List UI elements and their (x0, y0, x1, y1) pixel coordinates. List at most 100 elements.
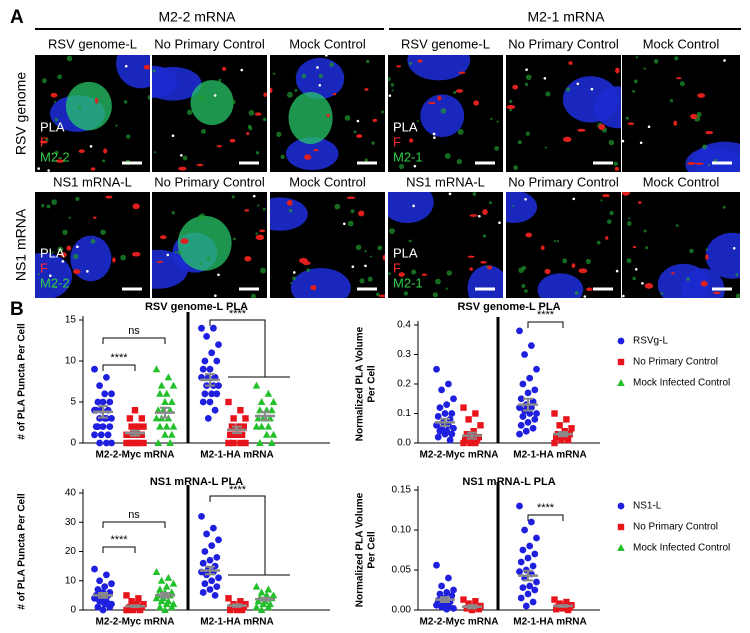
data-point (136, 606, 144, 614)
data-point (91, 431, 98, 439)
pla-puncta (433, 136, 436, 140)
row-label: RSV genome (13, 72, 29, 155)
green-speck (120, 254, 127, 261)
green-speck (126, 134, 131, 139)
red-signal (427, 101, 436, 105)
green-speck (518, 267, 524, 273)
red-signal (229, 138, 236, 143)
significance-label: ns (128, 509, 140, 521)
green-speck (51, 199, 58, 205)
data-point (521, 526, 528, 534)
legend-marker (617, 544, 625, 551)
green-speck (689, 248, 694, 254)
data-point (168, 398, 176, 405)
data-point (438, 386, 445, 394)
pla-puncta (356, 119, 360, 123)
pla-puncta (351, 265, 355, 269)
green-speck (182, 155, 188, 161)
data-point (161, 398, 169, 405)
green-speck (674, 56, 679, 61)
data-point (516, 404, 523, 411)
data-point (524, 554, 532, 562)
green-speck (199, 213, 206, 220)
y-axis-label: # of PLA Puncta Per Cell (17, 493, 28, 610)
red-signal (409, 138, 414, 143)
image-title: Mock Control (643, 174, 720, 189)
green-speck (152, 69, 156, 73)
data-point (519, 413, 527, 420)
y-tick-label: 0.05 (392, 565, 412, 576)
red-signal (469, 214, 478, 217)
data-point (123, 439, 130, 447)
pla-puncta (634, 268, 638, 271)
green-speck (553, 239, 556, 242)
data-point (533, 365, 540, 373)
green-speck (37, 273, 40, 276)
data-point (123, 431, 130, 438)
panel-label: A (10, 7, 24, 28)
data-point (252, 603, 261, 611)
red-signal (713, 291, 721, 295)
green-speck (488, 201, 492, 205)
data-point (108, 580, 115, 588)
data-point (528, 518, 535, 526)
green-speck (367, 276, 373, 282)
green-speck (643, 67, 646, 70)
red-signal (544, 268, 551, 275)
green-speck (416, 120, 419, 123)
data-point (94, 398, 102, 406)
green-speck (377, 245, 383, 251)
green-speck (490, 117, 493, 121)
chart-title: NS1 mRNA-L PLA (462, 476, 555, 488)
micrograph (270, 192, 385, 298)
data-point (211, 562, 219, 570)
green-speck (513, 165, 519, 171)
red-signal (244, 256, 252, 262)
data-point (211, 406, 219, 414)
data-point (140, 423, 147, 430)
red-signal (467, 255, 475, 258)
data-point (225, 439, 232, 447)
data-point (470, 428, 477, 435)
data-point (460, 596, 467, 603)
green-speck (90, 238, 96, 244)
data-point (269, 398, 278, 405)
green-speck (388, 272, 391, 276)
data-point (252, 582, 261, 590)
red-signal (615, 67, 620, 74)
data-point (438, 582, 445, 590)
nucleus (152, 66, 202, 101)
red-signal (700, 280, 708, 287)
red-signal (244, 209, 250, 212)
significance-label: **** (229, 484, 247, 496)
green-speck (509, 99, 513, 104)
significance-bracket (527, 321, 564, 328)
green-speck (446, 270, 452, 276)
nucleus (70, 235, 112, 282)
green-speck (201, 128, 206, 134)
row-label: NS1 mRNA (13, 208, 29, 281)
data-point (517, 558, 525, 566)
data-point (445, 380, 452, 388)
data-point (237, 407, 244, 414)
red-signal (602, 193, 610, 198)
data-point (269, 430, 278, 438)
significance-bracket (102, 546, 136, 553)
pla-puncta (432, 132, 436, 136)
data-point (533, 534, 540, 542)
pla-puncta (622, 294, 625, 298)
data-point (433, 561, 440, 569)
green-speck (660, 292, 664, 295)
pla-puncta (342, 222, 346, 226)
overlay-label: PLA (393, 119, 418, 134)
red-signal (143, 64, 150, 70)
data-point (436, 404, 444, 411)
y-tick-label: 0.00 (392, 605, 412, 616)
data-point (206, 586, 214, 593)
red-signal (690, 113, 698, 120)
red-signal (525, 232, 532, 238)
legend-marker (617, 358, 625, 366)
red-signal (568, 61, 573, 65)
green-speck (177, 250, 182, 255)
data-point (201, 357, 209, 365)
